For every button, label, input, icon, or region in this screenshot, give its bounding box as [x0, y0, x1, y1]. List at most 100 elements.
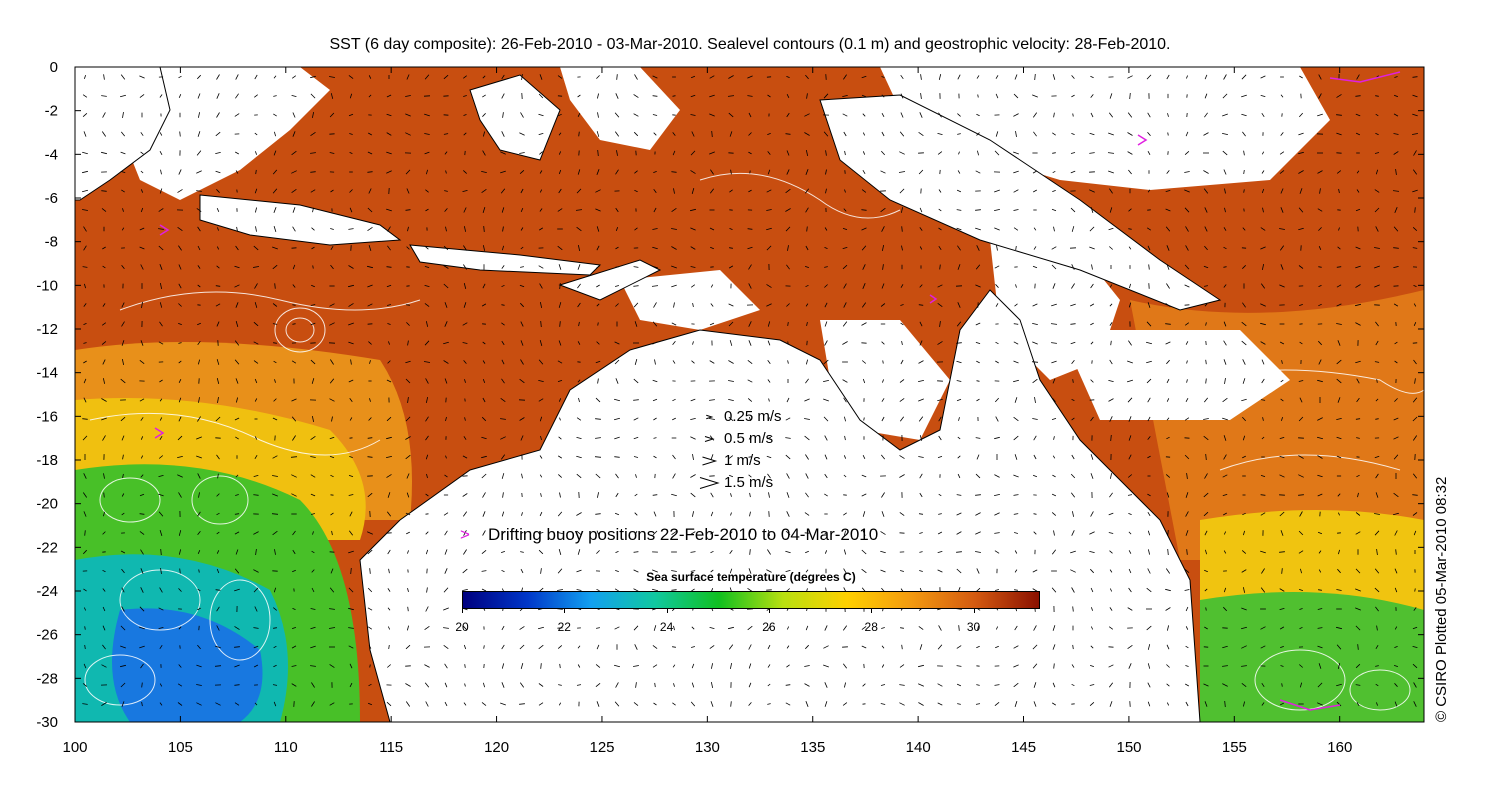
- velocity-vector: [785, 570, 791, 572]
- colorbar-tick-mark: [871, 608, 873, 613]
- velocity-vector: [234, 531, 240, 535]
- velocity-vector: [367, 607, 373, 611]
- velocity-vector: [367, 531, 373, 535]
- velocity-vector: [1412, 646, 1418, 648]
- velocity-vector: [1375, 418, 1379, 420]
- velocity-vector: [690, 284, 696, 288]
- velocity-vector: [958, 417, 960, 421]
- velocity-vector: [1184, 322, 1190, 326]
- velocity-vector: [805, 454, 809, 460]
- velocity-vector: [1222, 494, 1228, 496]
- velocity-vector: [1145, 341, 1153, 345]
- velocity-vector: [1013, 682, 1019, 688]
- velocity-vector: [615, 378, 619, 384]
- velocity-vector: [749, 511, 751, 517]
- velocity-vector: [899, 474, 905, 478]
- velocity-vector: [1070, 341, 1076, 345]
- velocity-vector: [1184, 284, 1190, 288]
- velocity-vector: [596, 75, 600, 79]
- velocity-vector: [785, 437, 791, 439]
- velocity-vector: [1375, 473, 1379, 479]
- velocity-vector: [861, 94, 867, 98]
- velocity-vector: [787, 245, 789, 251]
- velocity-vector: [1338, 549, 1340, 555]
- velocity-vector: [785, 702, 791, 706]
- velocity-vector: [709, 418, 715, 420]
- velocity-vector: [710, 284, 714, 288]
- velocity-vector: [881, 416, 885, 422]
- velocity-vector: [216, 550, 220, 554]
- velocity-vector: [1204, 226, 1208, 232]
- velocity-vector: [673, 683, 675, 687]
- velocity-vector: [368, 188, 372, 194]
- velocity-vector: [994, 209, 1000, 211]
- velocity-vector: [501, 569, 505, 573]
- velocity-vector: [139, 94, 145, 98]
- velocity-vector: [1374, 455, 1380, 459]
- velocity-vector: [539, 208, 543, 212]
- velocity-vector: [881, 113, 885, 117]
- velocity-vector: [1072, 644, 1074, 650]
- velocity-vector: [977, 94, 979, 98]
- velocity-vector: [1393, 436, 1399, 440]
- velocity-vector: [255, 169, 257, 175]
- velocity-vector: [1336, 436, 1342, 440]
- velocity-vector: [654, 359, 656, 365]
- velocity-vector: [843, 74, 847, 80]
- velocity-vector: [540, 493, 542, 497]
- velocity-vector: [1374, 530, 1380, 536]
- velocity-vector: [502, 245, 504, 251]
- velocity-vector: [824, 625, 828, 631]
- velocity-vector: [787, 360, 789, 364]
- velocity-vector: [880, 170, 886, 174]
- velocity-vector: [596, 550, 600, 554]
- velocity-vector: [386, 94, 392, 98]
- velocity-vector: [1128, 208, 1132, 212]
- velocity-vector: [1147, 682, 1151, 688]
- velocity-vector: [1280, 398, 1284, 402]
- velocity-vector: [748, 474, 752, 478]
- velocity-vector: [1336, 359, 1342, 365]
- y-tick-label: -4: [45, 146, 58, 163]
- velocity-vector: [367, 492, 373, 498]
- velocity-vector: [481, 171, 487, 173]
- velocity-vector: [957, 473, 961, 479]
- velocity-vector: [1204, 285, 1208, 287]
- velocity-vector: [977, 150, 979, 156]
- velocity-vector: [1241, 94, 1247, 98]
- velocity-vector: [1013, 209, 1019, 211]
- velocity-vector: [1146, 227, 1152, 231]
- velocity-vector: [1394, 76, 1398, 78]
- velocity-vector: [102, 644, 106, 650]
- velocity-vector: [692, 511, 694, 517]
- velocity-vector: [103, 511, 105, 517]
- velocity-arrow-icon: [706, 414, 714, 420]
- velocity-vector: [844, 435, 846, 441]
- velocity-vector: [292, 304, 296, 306]
- velocity-vector: [842, 264, 848, 270]
- velocity-vector: [901, 644, 903, 650]
- velocity-vector: [1355, 303, 1361, 307]
- velocity-vector: [122, 473, 124, 479]
- velocity-vector: [633, 665, 639, 667]
- velocity-vector: [1242, 302, 1246, 308]
- velocity-vector: [1337, 663, 1341, 669]
- velocity-vector: [273, 95, 277, 97]
- velocity-vector: [1260, 227, 1266, 231]
- velocity-vector: [292, 435, 296, 441]
- velocity-vector: [748, 321, 752, 327]
- velocity-vector: [311, 378, 315, 384]
- velocity-vector: [1051, 303, 1057, 307]
- velocity-vector: [690, 150, 696, 156]
- velocity-vector: [234, 265, 240, 269]
- velocity-vector: [1375, 321, 1379, 327]
- velocity-vector: [443, 133, 449, 135]
- velocity-vector: [178, 94, 182, 98]
- velocity-vector: [1032, 418, 1038, 420]
- velocity-vector: [825, 150, 827, 156]
- velocity-vector: [824, 682, 828, 688]
- velocity-vector: [937, 683, 943, 687]
- velocity-vector: [463, 170, 467, 174]
- velocity-vector: [558, 340, 562, 346]
- velocity-vector: [1033, 131, 1037, 137]
